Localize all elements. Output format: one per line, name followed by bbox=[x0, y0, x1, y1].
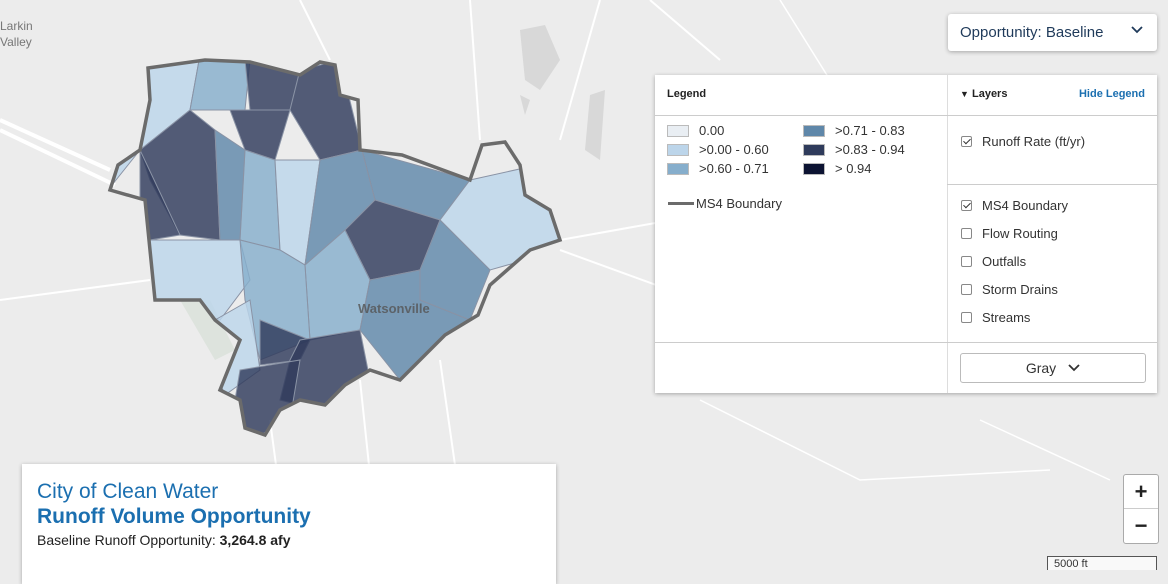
layers-title-text: Layers bbox=[971, 88, 1008, 100]
zoom-control: + − bbox=[1123, 474, 1159, 544]
info-box: City of Clean Water Runoff Volume Opport… bbox=[22, 464, 556, 584]
checkbox bbox=[961, 312, 972, 323]
legend-item: >0.60 - 0.71 bbox=[667, 161, 769, 176]
legend-swatch bbox=[667, 124, 689, 137]
layer-toggle[interactable]: MS4 Boundary bbox=[961, 198, 1068, 213]
legend-swatch bbox=[803, 162, 825, 175]
legend-item: 0.00 bbox=[667, 123, 724, 138]
legend-label: 0.00 bbox=[699, 123, 725, 138]
legend-label: MS4 Boundary bbox=[696, 196, 782, 211]
legend-label: >0.00 - 0.60 bbox=[699, 142, 769, 157]
layer-toggle[interactable]: Flow Routing bbox=[961, 226, 1058, 241]
legend-swatch bbox=[667, 143, 689, 156]
layer-toggle[interactable]: Outfalls bbox=[961, 254, 1026, 269]
checkbox bbox=[961, 284, 972, 295]
map-label: Larkin bbox=[0, 19, 33, 33]
legend-label: >0.60 - 0.71 bbox=[699, 161, 769, 176]
legend-swatch bbox=[803, 124, 825, 137]
legend-boundary: MS4 Boundary bbox=[668, 196, 782, 211]
page: {"dropdown": {"label": "Opportunity: Bas… bbox=[0, 0, 1168, 570]
chevron bbox=[1068, 364, 1080, 372]
basemap-dropdown[interactable]: Gray bbox=[960, 353, 1146, 383]
legend-item: >0.00 - 0.60 bbox=[667, 142, 769, 157]
summary-label: Baseline Runoff Opportunity: bbox=[37, 532, 216, 548]
hide-legend[interactable]: Hide Legend bbox=[1078, 88, 1145, 100]
divider bbox=[655, 115, 1157, 116]
legend-title: Legend bbox=[667, 88, 707, 100]
layer-label: Flow Routing bbox=[982, 226, 1058, 241]
divider bbox=[947, 75, 948, 393]
legend-item: >0.71 - 0.83 bbox=[803, 123, 905, 138]
opportunity-dropdown[interactable]: Opportunity: Baseline bbox=[948, 14, 1157, 51]
checkbox bbox=[961, 256, 972, 267]
boundary-swatch bbox=[668, 202, 694, 205]
chevron bbox=[1131, 26, 1143, 34]
dropdown-label: Opportunity: Baseline bbox=[960, 24, 1104, 41]
layers-title[interactable]: ▼ Layers bbox=[960, 88, 1008, 100]
legend-item: > 0.94 bbox=[803, 161, 872, 176]
legend-label: >0.83 - 0.94 bbox=[835, 142, 905, 157]
zoom-in[interactable]: + bbox=[1124, 475, 1158, 509]
checkbox bbox=[961, 228, 972, 239]
info-title: Runoff Volume Opportunity bbox=[37, 505, 311, 528]
layer-label: Runoff Rate (ft/yr) bbox=[982, 134, 1086, 149]
scale-bar: 5000 ft bbox=[1047, 556, 1157, 570]
layer-toggle[interactable]: Storm Drains bbox=[961, 282, 1058, 297]
map-label: Valley bbox=[0, 35, 32, 49]
legend-panel: Legend ▼ Layers Hide Legend MS4 Boundary… bbox=[655, 75, 1157, 393]
layer-toggle[interactable]: Streams bbox=[961, 310, 1030, 325]
divider bbox=[655, 342, 1157, 343]
layer-label: Outfalls bbox=[982, 254, 1027, 269]
basemap-label: Gray bbox=[1025, 360, 1057, 376]
layer-label: Storm Drains bbox=[982, 282, 1058, 297]
summary-value: 3,264.8 afy bbox=[219, 532, 291, 548]
layer-toggle[interactable]: Runoff Rate (ft/yr) bbox=[961, 134, 1085, 149]
legend-swatch bbox=[803, 143, 825, 156]
zoom-out[interactable]: − bbox=[1134, 513, 1148, 538]
layer-label: MS4 Boundary bbox=[982, 198, 1068, 213]
checkbox bbox=[961, 136, 972, 147]
divider bbox=[947, 184, 1157, 185]
map-label: Watsonville bbox=[358, 301, 430, 316]
legend-swatch bbox=[667, 162, 689, 175]
legend-label: >0.71 - 0.83 bbox=[835, 123, 905, 138]
summary: Baseline Runoff Opportunity: 3,264.8 afy bbox=[37, 532, 556, 548]
legend-label: > 0.94 bbox=[835, 161, 872, 176]
runoff-area[interactable] bbox=[239, 149, 281, 251]
layer-label: Streams bbox=[982, 310, 1031, 325]
city-name: City of Clean Water bbox=[37, 480, 219, 503]
legend-item: >0.83 - 0.94 bbox=[803, 142, 905, 157]
checkbox bbox=[961, 200, 972, 211]
